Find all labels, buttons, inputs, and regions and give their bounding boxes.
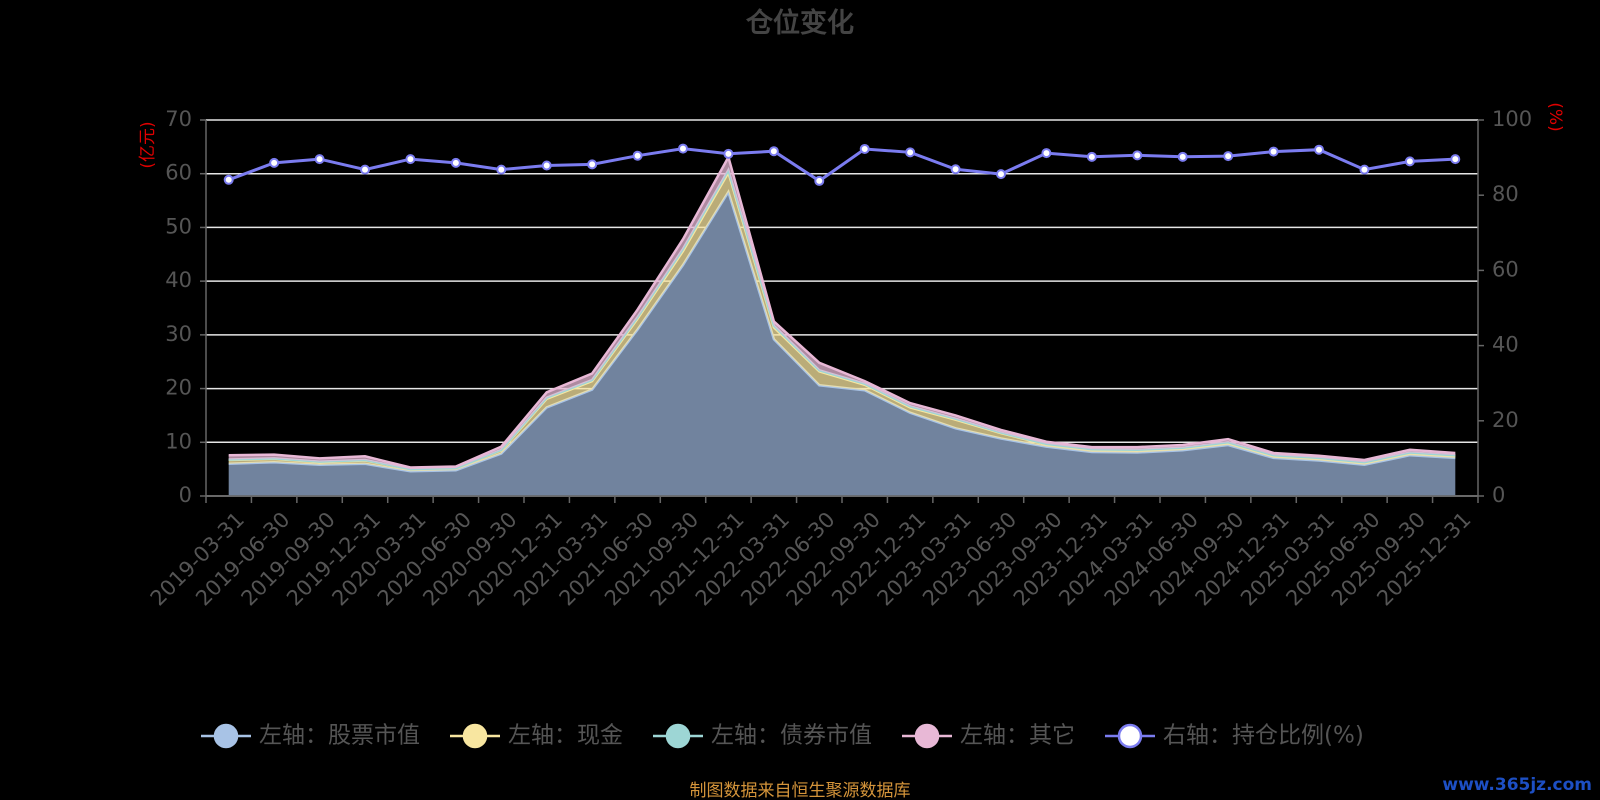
position-ratio-point[interactable] xyxy=(723,148,734,159)
left-tick-label: 70 xyxy=(165,107,192,131)
legend-marker xyxy=(462,723,488,749)
data-source-note: 制图数据来自恒生聚源数据库 xyxy=(690,781,911,800)
legend-item-5[interactable]: 右轴：持仓比例(%) xyxy=(1105,723,1364,749)
left-tick-label: 50 xyxy=(165,214,192,238)
position-ratio-point[interactable] xyxy=(950,164,961,175)
position-ratio-point[interactable] xyxy=(314,154,325,165)
left-tick-label: 30 xyxy=(165,322,192,346)
position-ratio-line xyxy=(228,147,1456,183)
position-ratio-point[interactable] xyxy=(541,160,552,171)
legend-label: 左轴：股票市值 xyxy=(259,723,420,749)
left-axis-unit: (亿元) xyxy=(138,121,158,168)
chart-title: 仓位变化 xyxy=(745,7,854,39)
legend-item-2[interactable]: 左轴：现金 xyxy=(450,723,623,749)
position-ratio-point[interactable] xyxy=(768,146,779,157)
legend-item-3[interactable]: 左轴：债券市值 xyxy=(653,723,872,749)
position-ratio-point[interactable] xyxy=(996,169,1006,180)
position-ratio-point[interactable] xyxy=(360,164,370,175)
left-tick-label: 0 xyxy=(179,483,192,507)
position-ratio-point[interactable] xyxy=(1177,151,1188,162)
legend-label: 右轴：持仓比例(%) xyxy=(1163,723,1364,749)
position-ratio-point[interactable] xyxy=(1086,151,1097,162)
position-ratio-point[interactable] xyxy=(1450,154,1461,165)
position-ratio-point[interactable] xyxy=(1268,146,1279,157)
watermark: www.365jz.com xyxy=(1442,775,1592,795)
right-tick-label: 40 xyxy=(1492,333,1519,357)
position-ratio-point[interactable] xyxy=(496,164,507,175)
left-tick-label: 10 xyxy=(165,429,192,453)
left-tick-label: 40 xyxy=(165,268,192,292)
legend-item-4[interactable]: 左轴：其它 xyxy=(902,723,1075,749)
line-series-group xyxy=(223,143,1461,186)
position-ratio-point[interactable] xyxy=(1132,150,1143,161)
position-ratio-point[interactable] xyxy=(859,143,870,154)
right-axis-unit: (%) xyxy=(1545,102,1565,131)
position-ratio-point[interactable] xyxy=(405,154,416,165)
right-tick-label: 20 xyxy=(1492,408,1519,432)
area-series-1 xyxy=(228,192,1456,496)
axes: 0102030405060700204060801002019-03-31201… xyxy=(146,107,1532,611)
position-ratio-point[interactable] xyxy=(1359,164,1370,175)
legend-marker xyxy=(1117,723,1143,749)
position-ratio-point[interactable] xyxy=(678,143,688,154)
position-ratio-point[interactable] xyxy=(223,174,234,185)
legend-label: 左轴：债券市值 xyxy=(711,723,872,749)
left-tick-label: 60 xyxy=(165,161,192,185)
right-tick-label: 100 xyxy=(1492,107,1532,131)
position-ratio-point[interactable] xyxy=(587,159,598,170)
legend-marker xyxy=(914,723,940,749)
right-tick-label: 80 xyxy=(1492,182,1519,206)
right-tick-label: 0 xyxy=(1492,483,1505,507)
position-ratio-point[interactable] xyxy=(1314,144,1324,155)
position-ratio-point[interactable] xyxy=(1223,151,1234,162)
legend[interactable]: 左轴：股票市值 左轴：现金 左轴：债券市值 左轴：其它 右轴：持仓比例(%) xyxy=(201,723,1364,749)
position-ratio-point[interactable] xyxy=(1041,148,1052,159)
position-ratio-point[interactable] xyxy=(269,157,280,168)
position-ratio-point[interactable] xyxy=(814,175,825,186)
legend-label: 左轴：其它 xyxy=(960,723,1075,749)
area-series-group xyxy=(228,153,1456,496)
position-ratio-point[interactable] xyxy=(1404,156,1415,167)
position-ratio-point[interactable] xyxy=(450,157,461,168)
position-ratio-point[interactable] xyxy=(632,150,643,161)
left-tick-label: 20 xyxy=(165,376,192,400)
legend-item-1[interactable]: 左轴：股票市值 xyxy=(201,723,420,749)
right-tick-label: 60 xyxy=(1492,257,1519,281)
area-series-4-edge xyxy=(228,153,1456,469)
legend-marker xyxy=(665,723,691,749)
legend-label: 左轴：现金 xyxy=(508,723,623,749)
position-ratio-point[interactable] xyxy=(905,147,916,158)
legend-marker xyxy=(213,723,239,749)
